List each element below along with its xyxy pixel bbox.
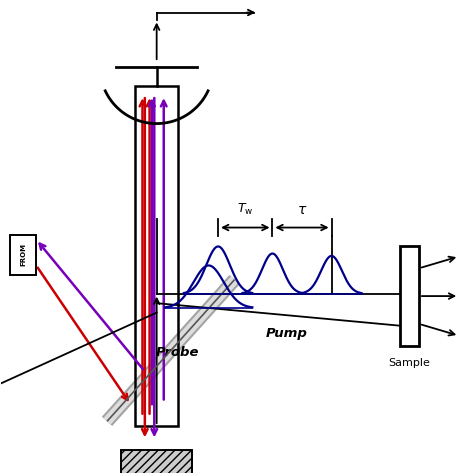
Bar (10, 235, 36, 275)
Text: $\tau$: $\tau$ (297, 203, 307, 217)
Text: $T_\mathrm{w}$: $T_\mathrm{w}$ (237, 202, 254, 217)
Text: FROM: FROM (20, 243, 26, 266)
Text: Sample: Sample (389, 357, 430, 367)
Bar (136, 86, 178, 426)
Text: Probe: Probe (156, 346, 200, 359)
Text: Pump: Pump (266, 327, 308, 340)
Bar (121, 450, 192, 474)
Bar (400, 246, 419, 346)
